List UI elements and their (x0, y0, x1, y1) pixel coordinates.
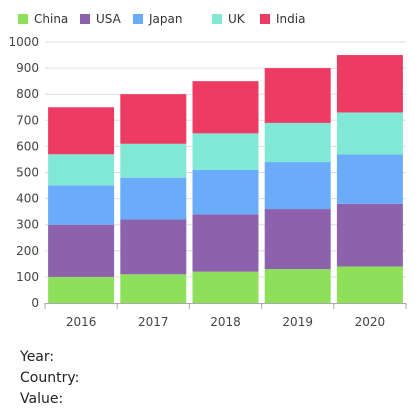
y-tick-label-0: 0 (31, 296, 39, 310)
bar-segment-india-2018[interactable] (192, 81, 259, 134)
hover-info-panel: Year: Country: Value: (20, 347, 79, 410)
y-tick-label-200: 200 (16, 244, 39, 258)
y-tick-label-1000: 1000 (8, 35, 39, 49)
legend-item-india[interactable]: India (260, 12, 305, 26)
bar-segment-japan-2017[interactable] (120, 177, 187, 220)
legend-item-uk[interactable]: UK (212, 12, 246, 26)
legend: China USA Japan UK India (18, 12, 305, 26)
y-tick-label-100: 100 (16, 270, 39, 284)
bar-segment-usa-2016[interactable] (48, 224, 115, 277)
x-tick-label-2016: 2016 (66, 315, 97, 329)
x-tick-label-2017: 2017 (138, 315, 169, 329)
legend-label-china: China (34, 12, 68, 26)
value-label: Value: (20, 391, 64, 407)
bar-segment-uk-2020[interactable] (336, 112, 403, 155)
bar-segment-uk-2016[interactable] (48, 154, 115, 186)
x-tick-label-2019: 2019 (282, 315, 313, 329)
bar-segment-japan-2018[interactable] (192, 169, 259, 215)
bar-segment-usa-2018[interactable] (192, 214, 259, 272)
x-tick-label-2020: 2020 (355, 315, 386, 329)
y-tick-label-500: 500 (16, 166, 39, 180)
value-readout: Value: (20, 389, 79, 410)
legend-label-japan: Japan (148, 12, 182, 26)
bar-segment-china-2020[interactable] (336, 266, 403, 303)
bar-segment-china-2017[interactable] (120, 274, 187, 303)
bar-stack-2017[interactable] (120, 94, 187, 303)
bar-segment-usa-2019[interactable] (264, 209, 331, 270)
bars (48, 55, 403, 303)
bar-segment-india-2020[interactable] (336, 55, 403, 113)
legend-swatch-japan (133, 14, 143, 24)
bar-segment-japan-2019[interactable] (264, 162, 331, 210)
axes: 0 100 200 300 400 500 600 700 800 900 1000 2016 2017… (8, 35, 407, 329)
y-tick-label-600: 600 (16, 139, 39, 153)
y-tick-label-700: 700 (16, 113, 39, 127)
bar-segment-japan-2016[interactable] (48, 185, 115, 225)
bar-segment-india-2019[interactable] (264, 68, 331, 123)
bar-stack-2016[interactable] (48, 107, 115, 303)
bar-segment-india-2016[interactable] (48, 107, 115, 155)
bar-segment-uk-2018[interactable] (192, 133, 259, 170)
country-label: Country: (20, 370, 80, 386)
bar-segment-uk-2019[interactable] (264, 122, 331, 163)
bar-segment-india-2017[interactable] (120, 94, 187, 144)
bar-segment-usa-2020[interactable] (336, 203, 403, 267)
bar-segment-china-2018[interactable] (192, 271, 259, 303)
legend-swatch-china (18, 14, 28, 24)
bar-segment-japan-2020[interactable] (336, 154, 403, 204)
bar-segment-usa-2017[interactable] (120, 219, 187, 275)
bar-segment-china-2016[interactable] (48, 276, 115, 303)
legend-item-japan[interactable]: Japan (133, 12, 182, 26)
y-tick-label-400: 400 (16, 192, 39, 206)
legend-label-uk: UK (228, 12, 246, 26)
legend-swatch-india (260, 14, 270, 24)
bar-segment-china-2019[interactable] (264, 269, 331, 303)
bar-stack-2019[interactable] (264, 68, 331, 303)
bar-segment-uk-2017[interactable] (120, 143, 187, 178)
legend-item-usa[interactable]: USA (80, 12, 122, 26)
y-tick-label-800: 800 (16, 87, 39, 101)
y-tick-label-900: 900 (16, 61, 39, 75)
y-tick-label-300: 300 (16, 218, 39, 232)
legend-label-usa: USA (96, 12, 122, 26)
x-tick-label-2018: 2018 (210, 315, 241, 329)
year-label: Year: (20, 349, 55, 365)
legend-item-china[interactable]: China (18, 12, 68, 26)
legend-swatch-uk (212, 14, 222, 24)
bar-stack-2020[interactable] (336, 55, 403, 303)
country-readout: Country: (20, 368, 79, 389)
legend-swatch-usa (80, 14, 90, 24)
bar-stack-2018[interactable] (192, 81, 259, 303)
stacked-bar-chart: China USA Japan UK India 0 100 200 300 400 500 600… (8, 12, 407, 329)
year-readout: Year: (20, 347, 79, 368)
legend-label-india: India (276, 12, 305, 26)
